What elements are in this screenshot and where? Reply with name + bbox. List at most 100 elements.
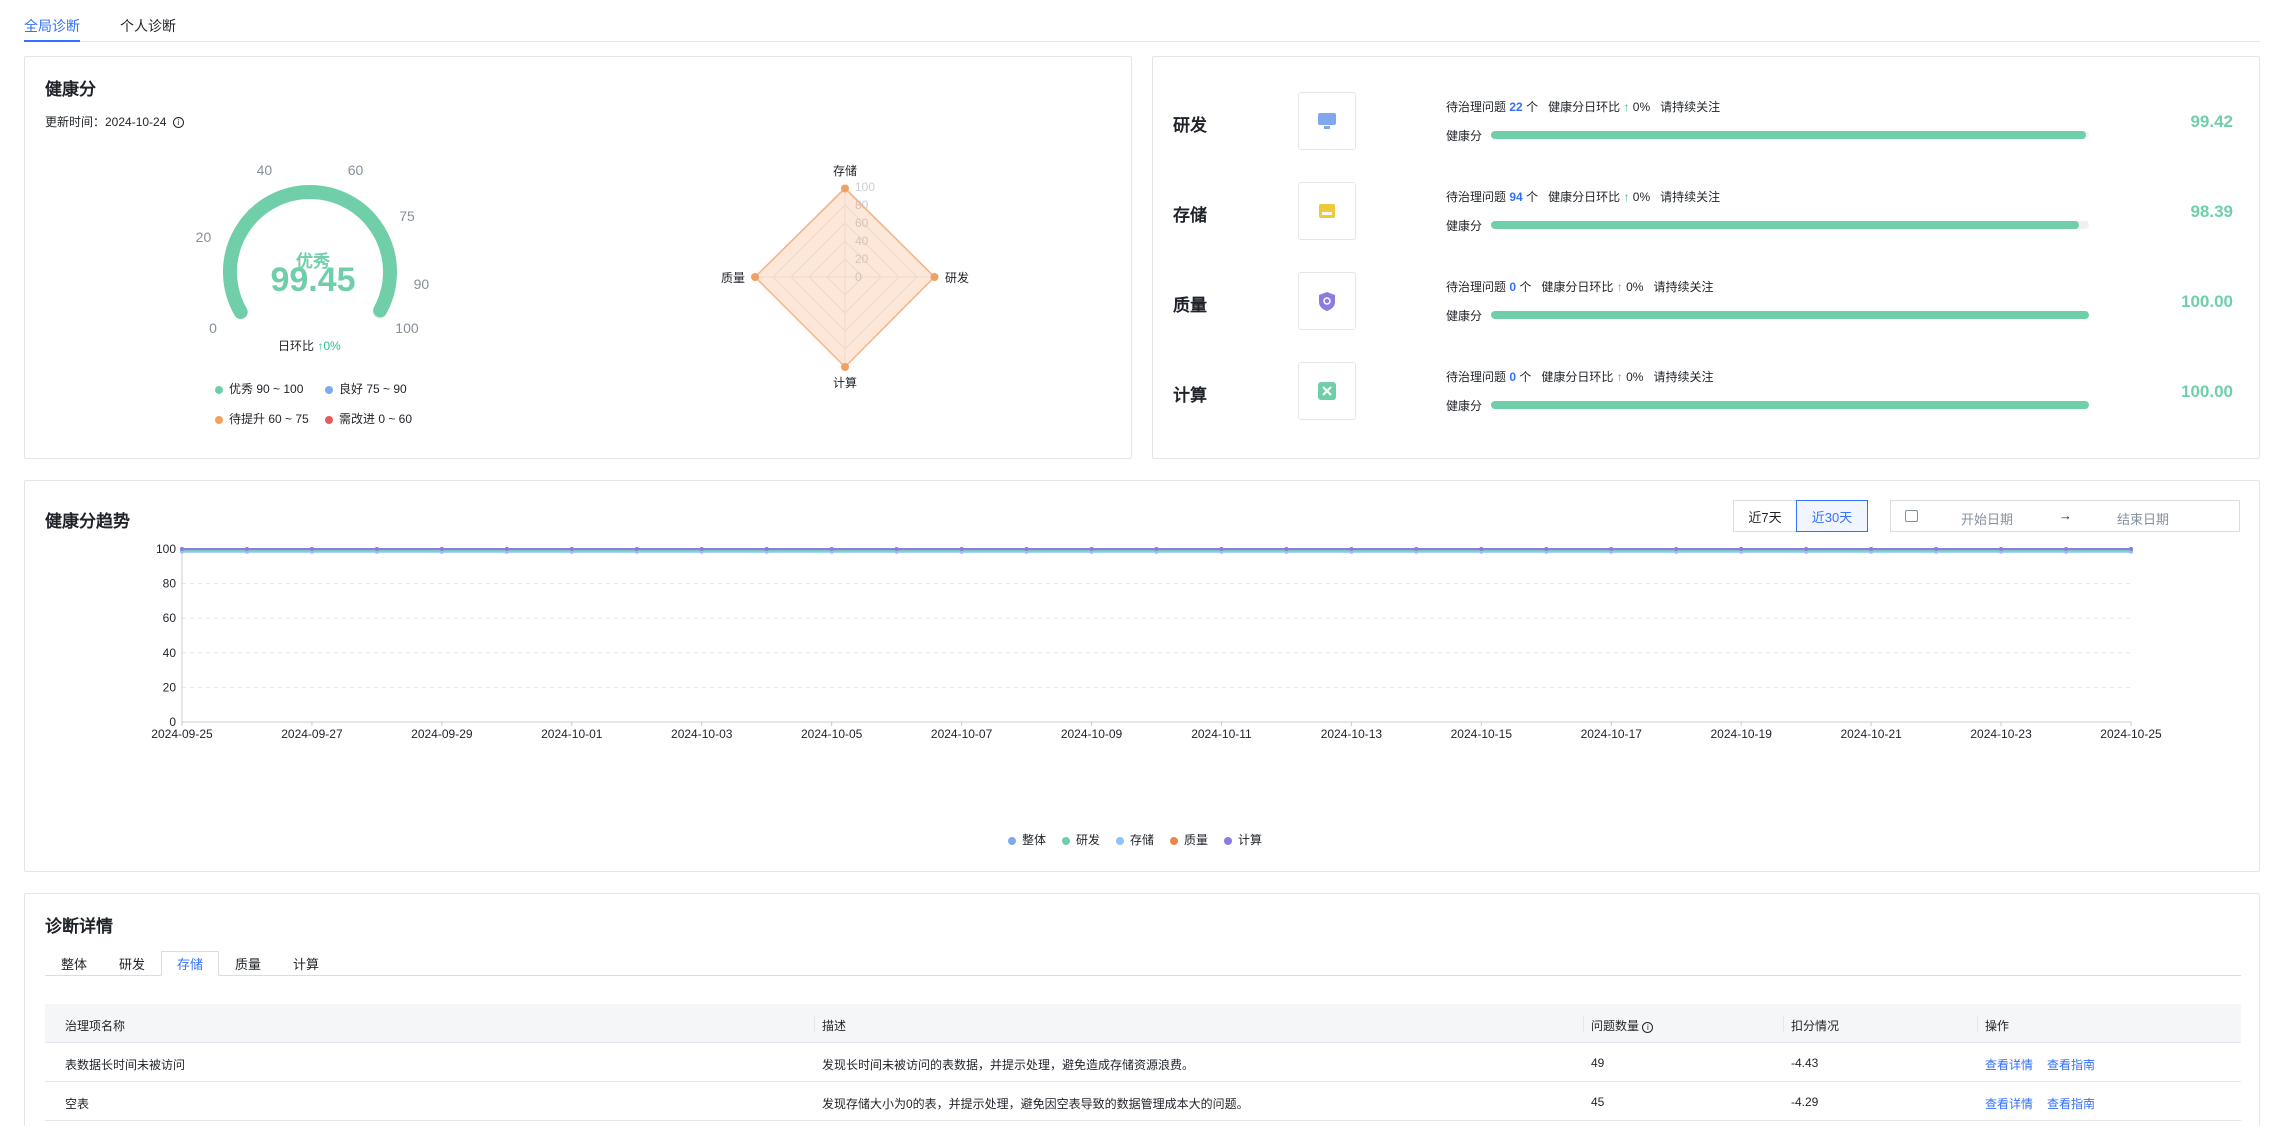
diag-tab-overall[interactable]: 整体 — [60, 956, 87, 972]
row-name: 表数据长时间未被访问 — [65, 1058, 186, 1072]
series-point — [1544, 549, 1549, 554]
legend-item[interactable]: 整体 — [1007, 833, 1046, 847]
info-icon[interactable]: i — [1642, 1022, 1654, 1033]
series-point — [1609, 549, 1614, 554]
series-point — [569, 547, 574, 551]
series-point — [1089, 549, 1094, 554]
trend-legend: 整体 研发 存储 质量 计算 — [25, 831, 2261, 848]
x-tick-label: 2024-10-05 — [801, 727, 863, 741]
table-row: 空表 发现存储大小为0的表，并提示处理，避免因空表导致的数据管理成本大的问题。 … — [45, 1082, 2241, 1121]
gauge-legend-item: 待提升 60 ~ 75 — [215, 410, 309, 427]
legend-item[interactable]: 质量 — [1170, 833, 1208, 847]
series-point — [2129, 547, 2133, 551]
series-point — [1479, 549, 1484, 554]
gauge-tick-label: 100 — [395, 320, 419, 336]
series-point — [1414, 549, 1419, 554]
view-detail-link[interactable]: 查看详情 — [1985, 1097, 2034, 1111]
col-name: 治理项名称 — [65, 1019, 126, 1033]
table-header: 治理项名称 描述 问题数量 i 扣分情况 操作 — [45, 1004, 2241, 1043]
trend-card: 健康分趋势 近7天 近30天 开始日期 → 结束日期 0 20 40 60 80 100 2… — [24, 480, 2260, 872]
legend-item[interactable]: 研发 — [1061, 833, 1100, 847]
category-pending: 待治理问题 0 个 健康分日环比 ↑ 0% 请持续关注 — [1446, 368, 1714, 385]
legend-dot — [215, 415, 223, 424]
legend-dot — [1061, 836, 1070, 845]
legend-dot — [1224, 836, 1233, 845]
radar-axis-label: 存储 — [833, 163, 857, 178]
row-actions: 查看详情 查看指南 — [1985, 1056, 2109, 1073]
bar-label: 健康分 — [1446, 309, 1483, 323]
row-desc: 发现长时间未被访问的表数据，并提示处理，避免造成存储资源浪费。 — [822, 1058, 1195, 1072]
range-arrow-icon: → — [2059, 508, 2072, 523]
series-point — [764, 547, 769, 551]
x-tick-label: 2024-10-11 — [1191, 727, 1252, 741]
monitor-icon — [1298, 92, 1356, 150]
bar-label: 健康分 — [1446, 399, 1483, 413]
x-tick-label: 2024-10-13 — [1321, 727, 1383, 741]
health-radar-chart: 100806040200存储研发计算质量 — [721, 163, 969, 390]
info-icon[interactable]: i — [172, 117, 184, 129]
series-point — [699, 549, 704, 554]
diagnosis-tabs: 整体 研发 存储 质量 计算 — [45, 951, 2241, 976]
x-tick-label: 2024-09-29 — [411, 727, 473, 741]
calendar-icon — [1905, 510, 1918, 522]
view-detail-link[interactable]: 查看详情 — [1985, 1058, 2034, 1072]
series-point — [2064, 549, 2069, 554]
gauge-score: 99.45 — [270, 261, 356, 299]
top-tabs: 全局诊断 个人诊断 — [24, 0, 2260, 42]
series-point — [504, 549, 509, 554]
series-point — [244, 547, 249, 551]
x-tick-label: 2024-09-25 — [151, 727, 213, 741]
legend-label: 研发 — [1075, 833, 1100, 847]
pending-count: 94 — [1509, 190, 1523, 204]
series-point — [1024, 549, 1029, 554]
radar-ring-label: 100 — [855, 180, 875, 194]
bar-label: 健康分 — [1446, 129, 1483, 143]
update-time: 更新时间：2024-10-24 i — [45, 113, 184, 130]
legend-dot — [325, 415, 333, 424]
last-7-days-button[interactable]: 近7天 — [1733, 500, 1797, 532]
pending-unit: 个 — [1526, 100, 1539, 114]
category-note: 请持续关注 — [1653, 370, 1714, 384]
start-date-input[interactable]: 开始日期 — [1961, 512, 2014, 527]
series-point — [1739, 549, 1744, 554]
tab-personal-diagnosis[interactable]: 个人诊断 — [120, 18, 176, 34]
diag-tab-storage[interactable]: 存储 — [161, 951, 219, 976]
series-point — [374, 549, 379, 554]
series-point — [309, 549, 314, 554]
daily-ratio-label: 日环比 — [278, 339, 315, 353]
x-tick-label: 2024-10-17 — [1581, 727, 1643, 741]
legend-item[interactable]: 存储 — [1115, 833, 1154, 847]
score-bar-track — [1491, 311, 2089, 319]
radar-point — [841, 184, 849, 193]
diag-tab-compute[interactable]: 计算 — [292, 956, 319, 972]
row-desc: 发现存储大小为0的表，并提示处理，避免因空表导致的数据管理成本大的问题。 — [822, 1097, 1249, 1111]
category-score-card: 研发 待治理问题 22 个 健康分日环比 ↑ 0% 请持续关注 健康分 99.4… — [1152, 56, 2260, 459]
series-point — [699, 547, 704, 551]
series-point — [634, 549, 639, 554]
series-point — [1934, 547, 1939, 551]
x-tick-label: 2024-10-01 — [541, 727, 603, 741]
category-pending: 待治理问题 0 个 健康分日环比 ↑ 0% 请持续关注 — [1446, 278, 1714, 295]
legend-item[interactable]: 计算 — [1224, 833, 1262, 847]
series-point — [1284, 549, 1289, 554]
date-range-picker[interactable]: 开始日期 → 结束日期 — [1890, 500, 2240, 532]
compute-icon — [1298, 362, 1356, 420]
pending-label: 待治理问题 — [1446, 100, 1507, 114]
diag-tab-quality[interactable]: 质量 — [234, 956, 261, 972]
diagnosis-title: 诊断详情 — [45, 917, 113, 936]
diag-tab-dev[interactable]: 研发 — [118, 956, 145, 972]
daily-ratio-value: ↑0% — [317, 339, 341, 353]
view-guide-link[interactable]: 查看指南 — [2047, 1058, 2096, 1072]
tab-global-diagnosis[interactable]: 全局诊断 — [24, 18, 80, 42]
radar-area — [753, 187, 936, 369]
gauge-legend-item: 需改进 0 ~ 60 — [325, 410, 412, 427]
series-point — [1414, 547, 1419, 551]
series-point — [504, 547, 509, 551]
y-tick-label: 20 — [163, 680, 177, 694]
view-guide-link[interactable]: 查看指南 — [2047, 1097, 2096, 1111]
ratio-arrow: ↑ — [1616, 280, 1623, 294]
end-date-input[interactable]: 结束日期 — [2117, 512, 2170, 527]
x-tick-label: 2024-09-27 — [281, 727, 343, 741]
last-30-days-button[interactable]: 近30天 — [1796, 500, 1868, 532]
gauge-tick-label: 90 — [413, 275, 430, 292]
